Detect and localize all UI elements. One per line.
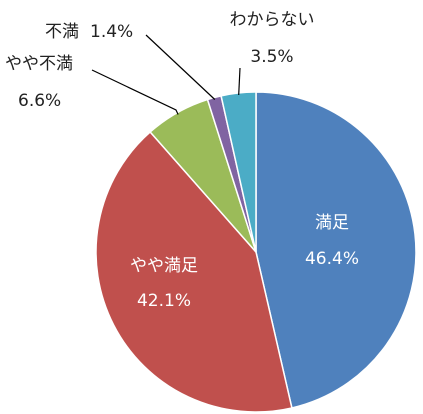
pie-slice-yaya-manzoku bbox=[95, 130, 293, 413]
slice-label-wakaranai: わからない bbox=[230, 10, 315, 30]
slice-value-yaya-fuman: 6.6% bbox=[18, 91, 61, 111]
leader-line-yaya-fuman bbox=[91, 69, 179, 115]
slice-label-yaya-fuman: やや不満 bbox=[5, 54, 73, 74]
pie-slices bbox=[95, 91, 417, 413]
slice-value-wakaranai: 3.5% bbox=[250, 47, 293, 67]
slice-label-yaya-manzoku: やや満足 bbox=[130, 256, 198, 276]
pie-slice-manzoku bbox=[255, 91, 417, 409]
leader-line-wakaranai bbox=[238, 67, 241, 96]
slice-value-yaya-manzoku: 42.1% bbox=[137, 291, 191, 311]
slice-value-fuman: 1.4% bbox=[90, 22, 133, 42]
slice-label-fuman: 不満 bbox=[45, 22, 79, 42]
slice-value-manzoku: 46.4% bbox=[305, 249, 359, 269]
leader-lines bbox=[91, 34, 241, 115]
slice-label-manzoku: 満足 bbox=[315, 213, 349, 233]
leader-line-fuman bbox=[145, 34, 216, 100]
